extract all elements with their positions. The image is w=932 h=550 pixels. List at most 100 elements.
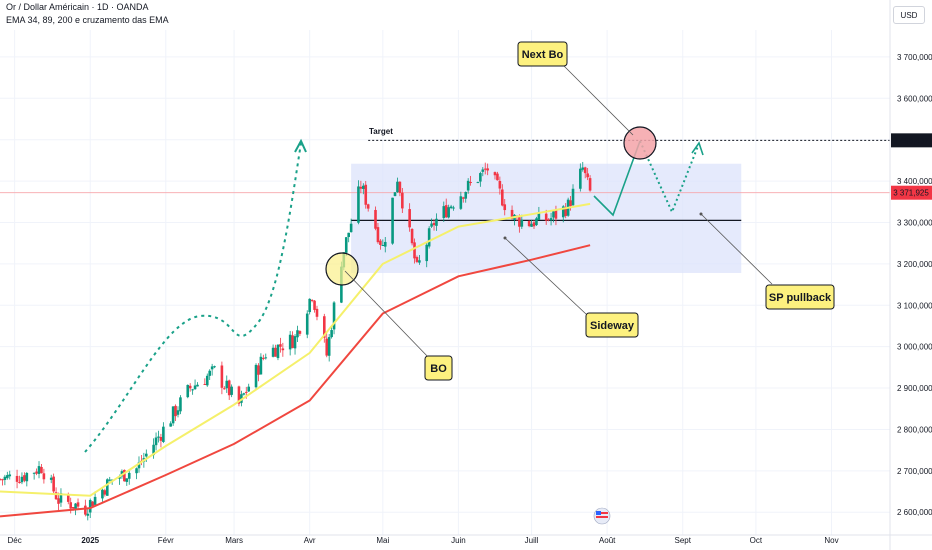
candle-body[interactable]: [581, 167, 585, 170]
candle-body[interactable]: [349, 223, 353, 233]
candle-body[interactable]: [174, 405, 177, 417]
candle-body[interactable]: [298, 331, 302, 334]
candle-body[interactable]: [481, 169, 485, 172]
candle-body[interactable]: [393, 192, 397, 197]
candle-body[interactable]: [410, 228, 414, 244]
candle-body[interactable]: [125, 478, 129, 482]
candle-body[interactable]: [237, 386, 241, 404]
candle-body[interactable]: [588, 178, 592, 191]
candle-body[interactable]: [464, 191, 468, 199]
candle-body[interactable]: [57, 498, 60, 504]
candle-body[interactable]: [35, 471, 38, 474]
candle-body[interactable]: [427, 228, 431, 247]
candle-body[interactable]: [327, 337, 331, 356]
candle-body[interactable]: [244, 391, 248, 393]
candle-body[interactable]: [396, 181, 399, 193]
candle-body[interactable]: [344, 237, 348, 253]
candle-body[interactable]: [223, 388, 226, 390]
candle-body[interactable]: [157, 436, 160, 438]
candle-body[interactable]: [1, 479, 4, 481]
candle-body[interactable]: [291, 335, 294, 348]
candle-body[interactable]: [532, 222, 536, 227]
candle-body[interactable]: [205, 375, 209, 386]
sp-pullback-callout-box[interactable]: [765, 284, 835, 310]
candle-body[interactable]: [0, 478, 2, 480]
candle-body[interactable]: [20, 476, 24, 483]
candle-body[interactable]: [15, 475, 19, 482]
candle-body[interactable]: [325, 338, 329, 356]
candle-body[interactable]: [308, 298, 311, 313]
candle-body[interactable]: [503, 204, 507, 211]
candle-body[interactable]: [579, 168, 582, 189]
candle-body[interactable]: [271, 347, 275, 357]
candle-body[interactable]: [461, 197, 465, 199]
candle-body[interactable]: [37, 466, 41, 474]
candle-body[interactable]: [254, 364, 258, 388]
candle-body[interactable]: [535, 218, 538, 226]
candle-body[interactable]: [544, 213, 548, 221]
candle-body[interactable]: [110, 479, 114, 481]
candle-body[interactable]: [193, 385, 197, 390]
candle-body[interactable]: [159, 436, 163, 441]
candle-body[interactable]: [25, 472, 29, 482]
candle-body[interactable]: [479, 173, 482, 182]
candle-body[interactable]: [501, 189, 504, 206]
candle-body[interactable]: [549, 218, 553, 221]
candle-body[interactable]: [186, 384, 190, 398]
candle-body[interactable]: [359, 186, 363, 189]
candle-body[interactable]: [210, 366, 214, 370]
candle-body[interactable]: [220, 365, 224, 388]
candle-body[interactable]: [257, 365, 260, 375]
bo-callout-box[interactable]: [424, 355, 453, 381]
candle-body[interactable]: [293, 336, 297, 349]
candle-body[interactable]: [483, 168, 487, 170]
candle-body[interactable]: [32, 472, 36, 474]
candle-body[interactable]: [227, 380, 231, 396]
candle-body[interactable]: [137, 462, 141, 469]
candle-body[interactable]: [6, 475, 9, 479]
candle-body[interactable]: [357, 186, 360, 223]
candle-body[interactable]: [379, 240, 382, 245]
candle-body[interactable]: [154, 437, 158, 446]
currency-button[interactable]: USD: [893, 6, 925, 24]
candle-body[interactable]: [432, 222, 436, 226]
candle-body[interactable]: [552, 211, 555, 218]
candle-body[interactable]: [486, 168, 489, 171]
candle-body[interactable]: [179, 397, 182, 412]
candle-body[interactable]: [425, 244, 429, 262]
candle-body[interactable]: [169, 423, 172, 427]
candle-body[interactable]: [152, 444, 155, 456]
candle-body[interactable]: [40, 467, 43, 474]
candle-body[interactable]: [444, 205, 448, 218]
candle-body[interactable]: [449, 206, 453, 209]
candle-body[interactable]: [447, 207, 450, 218]
candle-body[interactable]: [59, 493, 63, 503]
candle-body[interactable]: [171, 406, 175, 424]
indicator-legend[interactable]: EMA 34, 89, 200 e cruzamento das EMA: [6, 15, 169, 25]
candle-body[interactable]: [466, 180, 470, 191]
candle-body[interactable]: [296, 330, 299, 338]
candle-body[interactable]: [469, 181, 472, 183]
candle-body[interactable]: [496, 173, 499, 181]
candle-body[interactable]: [213, 366, 216, 368]
candle-body[interactable]: [530, 223, 533, 227]
candle-body[interactable]: [84, 505, 87, 515]
candle-body[interactable]: [288, 334, 292, 350]
candle-body[interactable]: [564, 206, 567, 216]
candle-body[interactable]: [49, 477, 53, 480]
candle-body[interactable]: [493, 172, 497, 176]
candle-body[interactable]: [527, 221, 531, 227]
candle-body[interactable]: [401, 192, 404, 209]
candle-body[interactable]: [135, 468, 138, 474]
candle-body[interactable]: [332, 302, 336, 330]
candle-body[interactable]: [127, 472, 131, 479]
candle-body[interactable]: [42, 473, 46, 480]
candle-body[interactable]: [418, 260, 421, 263]
event-flag-icon[interactable]: [593, 507, 611, 525]
candle-body[interactable]: [476, 182, 480, 184]
candle-body[interactable]: [452, 207, 455, 209]
candle-body[interactable]: [537, 212, 541, 220]
candle-body[interactable]: [459, 196, 463, 209]
candle-body[interactable]: [74, 503, 77, 509]
